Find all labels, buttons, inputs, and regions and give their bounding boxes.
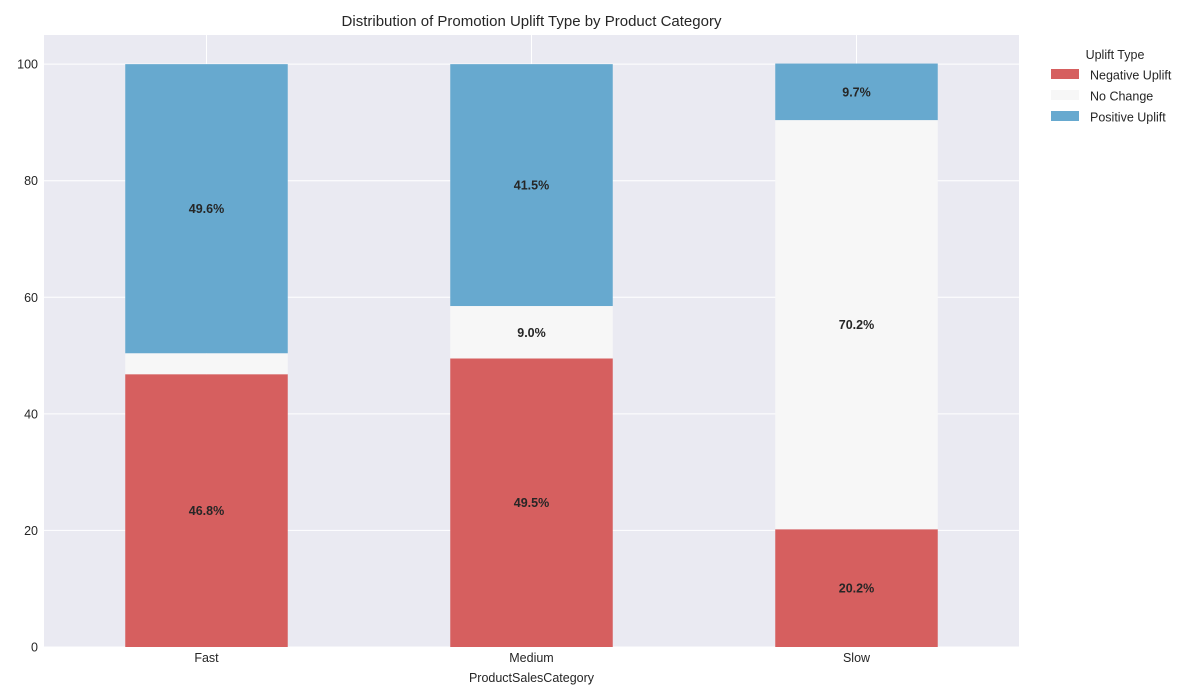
legend-swatch xyxy=(1051,90,1079,100)
legend-swatch xyxy=(1051,111,1079,121)
legend-title: Uplift Type xyxy=(1086,48,1145,62)
chart-title: Distribution of Promotion Uplift Type by… xyxy=(342,13,722,30)
bar-segment xyxy=(450,358,613,647)
y-tick-label: 20 xyxy=(24,524,38,538)
y-tick-label: 40 xyxy=(24,407,38,421)
legend-label: Positive Uplift xyxy=(1090,111,1166,125)
y-axis-ticks: 0 20 40 60 80 100 xyxy=(17,58,38,655)
x-axis-ticks: Fast Medium Slow xyxy=(194,651,871,665)
y-tick-label: 100 xyxy=(17,58,38,72)
bars xyxy=(125,63,938,647)
bar-segment xyxy=(450,64,613,307)
data-label: 9.0% xyxy=(517,326,546,340)
data-label: 70.2% xyxy=(839,318,874,332)
x-tick-label: Medium xyxy=(509,651,553,665)
legend-label: No Change xyxy=(1090,90,1153,104)
bar-segment xyxy=(775,529,938,647)
bar-segment xyxy=(450,306,613,359)
data-label: 46.8% xyxy=(189,504,224,518)
y-tick-label: 80 xyxy=(24,174,38,188)
bar-segment xyxy=(125,64,288,354)
x-axis-label: ProductSalesCategory xyxy=(469,671,595,685)
legend-items: Negative Uplift No Change Positive Uplift xyxy=(1051,69,1172,125)
data-label: 9.7% xyxy=(842,85,871,99)
data-labels: 46.8% 49.6% 49.5% 9.0% 41.5% 20.2% 70.2% 9.7% xyxy=(189,85,874,595)
bar-segment xyxy=(775,120,938,530)
legend: Uplift Type Negative Uplift No Change Posi… xyxy=(1051,48,1172,125)
legend-swatch xyxy=(1051,69,1079,79)
data-label: 49.5% xyxy=(514,496,549,510)
bar-segment xyxy=(125,353,288,375)
x-tick-label: Slow xyxy=(843,651,871,665)
x-tick-label: Fast xyxy=(194,651,219,665)
bar-segment xyxy=(775,63,938,121)
data-label: 49.6% xyxy=(189,202,224,216)
y-tick-label: 0 xyxy=(31,641,38,655)
y-tick-label: 60 xyxy=(24,291,38,305)
bar-segment xyxy=(125,374,288,647)
legend-label: Negative Uplift xyxy=(1090,69,1172,83)
data-label: 20.2% xyxy=(839,582,874,596)
data-label: 41.5% xyxy=(514,179,549,193)
